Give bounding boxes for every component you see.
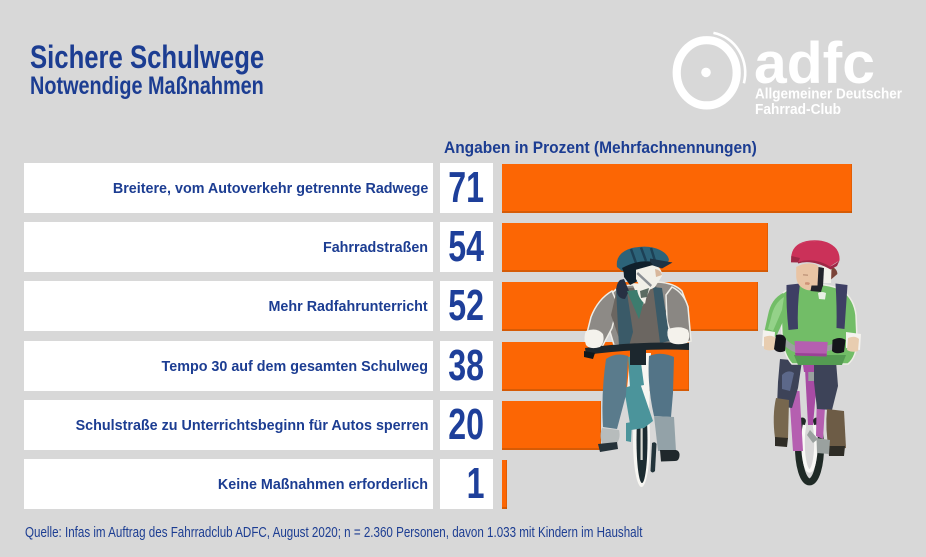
svg-text:adfc: adfc <box>754 31 875 96</box>
svg-text:Allgemeiner Deutscher: Allgemeiner Deutscher <box>755 86 902 102</box>
svg-text:Fahrrad-Club: Fahrrad-Club <box>755 102 841 118</box>
